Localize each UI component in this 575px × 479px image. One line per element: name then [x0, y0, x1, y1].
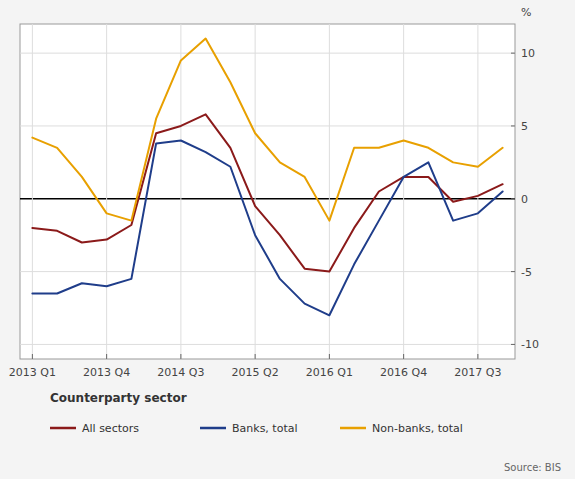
y-tick-label: 10	[521, 47, 535, 60]
y-tick	[511, 53, 515, 54]
chart: -10 -5 0 5 10% 2013 Q1 2013 Q4 2014 Q3 2015 Q2 20…	[0, 0, 575, 479]
y-tick-label: 0	[521, 193, 528, 206]
x-tick-label: 2016 Q1	[306, 366, 353, 379]
source-note: Source: BIS	[504, 462, 561, 473]
plot-frame	[20, 24, 515, 359]
y-tick	[511, 125, 515, 126]
legend: Counterparty sector All sectors Banks, tot…	[50, 391, 463, 435]
y-tick	[511, 271, 515, 272]
x-tick-label: 2015 Q2	[232, 366, 279, 379]
legend-label: All sectors	[82, 422, 139, 435]
x-tick	[403, 354, 404, 359]
legend-swatch	[200, 427, 226, 430]
x-tick-label: 2014 Q3	[157, 366, 204, 379]
grid-line	[20, 53, 515, 54]
series-line	[32, 141, 502, 316]
legend-title: Counterparty sector	[50, 391, 187, 405]
grid-line	[180, 24, 181, 359]
grid-line	[20, 271, 515, 272]
grid-line	[403, 24, 404, 359]
x-tick	[477, 354, 478, 359]
y-tick-label: 5	[521, 120, 528, 133]
y-tick	[511, 344, 515, 345]
x-tick-label: 2013 Q4	[83, 366, 130, 379]
x-tick	[180, 354, 181, 359]
grid-line	[255, 24, 256, 359]
grid-line	[20, 125, 515, 126]
grid-line	[329, 24, 330, 359]
y-tick-label: -10	[521, 338, 539, 351]
grid	[20, 24, 515, 359]
x-tick	[329, 354, 330, 359]
x-tick-label: 2017 Q3	[454, 366, 501, 379]
y-tick-label: -5	[521, 266, 532, 279]
legend-swatch	[50, 427, 76, 430]
y-axis-label: %	[521, 6, 531, 19]
series-group	[32, 39, 502, 316]
x-tick-label: 2016 Q4	[380, 366, 427, 379]
zero-line	[20, 198, 515, 200]
grid-line	[106, 24, 107, 359]
legend-label: Banks, total	[232, 422, 298, 435]
x-tick	[106, 354, 107, 359]
x-tick-label: 2013 Q1	[9, 366, 56, 379]
x-tick	[32, 354, 33, 359]
y-tick	[511, 198, 515, 199]
legend-swatch	[340, 427, 366, 430]
grid-line	[32, 24, 33, 359]
grid-line	[477, 24, 478, 359]
legend-label: Non-banks, total	[372, 422, 463, 435]
series-line	[32, 114, 502, 271]
x-tick	[255, 354, 256, 359]
grid-line	[20, 344, 515, 345]
axes: -10 -5 0 5 10% 2013 Q1 2013 Q4 2014 Q3 2015 Q2 20…	[9, 6, 539, 379]
series-line	[32, 39, 502, 221]
